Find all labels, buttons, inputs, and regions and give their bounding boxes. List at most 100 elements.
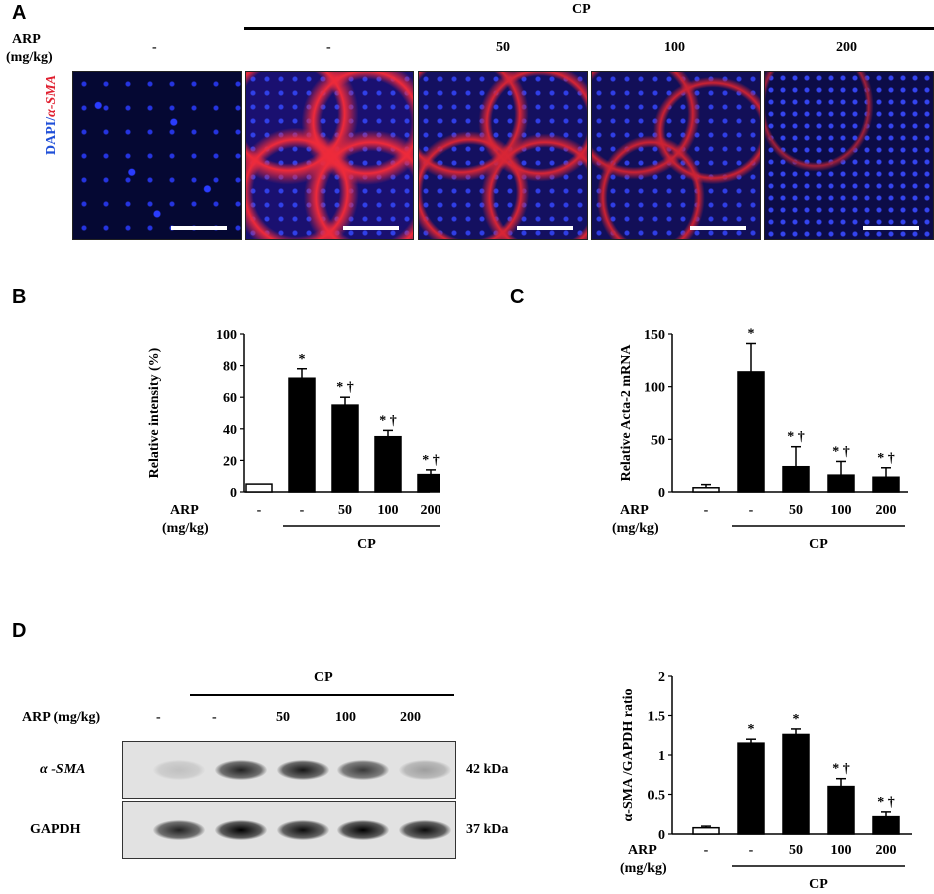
micrograph-control <box>72 71 242 240</box>
x-tick-label: 100 <box>831 503 852 518</box>
arp-label: ARP <box>170 503 199 518</box>
chart-b: 0 20 40 60 80 100 Relative intensity (%) - * - * †… <box>147 328 441 552</box>
y-axis-label: Relative intensity (%) <box>147 347 162 478</box>
chart-d: 0 0.5 1 1.5 2 α-SMA /GAPDH ratio - * - * 50 * † 100 *… <box>620 670 912 892</box>
micrograph-cp <box>245 71 414 240</box>
western-blot-asma <box>122 741 456 799</box>
scale-bar <box>343 226 399 230</box>
bar <box>417 473 440 493</box>
y-tick-label: 150 <box>644 328 665 343</box>
x-tick-label: 100 <box>378 503 399 518</box>
x-tick-label: - <box>749 843 754 858</box>
chart-c: 0 50 100 150 Relative Acta-2 mRNA - * - * † 50 * †… <box>612 326 908 552</box>
stain-label: DAPI/α-SMA <box>44 75 60 155</box>
blot-row-label-gapdh: GAPDH <box>30 822 81 837</box>
blot-kda-gapdh: 37 kDa <box>466 822 509 837</box>
significance-marker: * † <box>877 795 895 810</box>
panel-a-dose-2: - <box>326 40 331 55</box>
arp-label: ARP <box>620 503 649 518</box>
x-tick-label: 200 <box>421 503 441 518</box>
panel-a-dose-3: 50 <box>496 40 510 55</box>
scale-bar <box>171 226 227 230</box>
stain-label-dapi: DAPI/ <box>44 116 59 155</box>
panel-a-cp-label: CP <box>572 2 591 17</box>
significance-marker: * † <box>336 380 354 395</box>
blot-band-gapdh <box>399 820 451 840</box>
panel-a-arp-label: ARP <box>12 32 41 47</box>
micrograph-arp-100 <box>591 71 761 240</box>
x-tick-label: - <box>749 503 754 518</box>
y-tick-label: 40 <box>223 423 237 438</box>
bar <box>692 487 720 493</box>
x-tick-label: 50 <box>789 503 803 518</box>
significance-marker: * <box>748 326 755 341</box>
bar <box>737 371 765 493</box>
y-axis-label: Relative Acta-2 mRNA <box>619 344 634 482</box>
significance-marker: * <box>299 352 306 367</box>
panel-d-letter: D <box>12 620 27 642</box>
y-axis-label: α-SMA /GAPDH ratio <box>621 688 636 821</box>
y-tick-label: 20 <box>223 454 237 469</box>
bar <box>692 826 720 835</box>
panel-a-dose-5: 200 <box>836 40 857 55</box>
arp-unit-label: (mg/kg) <box>620 861 667 876</box>
blot-dose-4: 100 <box>335 710 356 725</box>
bar <box>827 785 855 835</box>
blot-dose-5: 200 <box>400 710 421 725</box>
x-tick-label: - <box>704 503 709 518</box>
micrograph-arp-200 <box>764 71 934 240</box>
x-tick-label: 50 <box>789 843 803 858</box>
blot-kda-asma: 42 kDa <box>466 762 509 777</box>
y-tick-label: 1.5 <box>648 710 666 725</box>
x-tick-label: 100 <box>831 843 852 858</box>
arp-label: ARP <box>628 843 657 858</box>
cp-group-label: CP <box>809 537 828 552</box>
y-tick-label: 0 <box>230 486 237 501</box>
blot-band-gapdh <box>277 820 329 840</box>
significance-marker: * † <box>832 444 850 459</box>
panel-d-cp-label: CP <box>314 670 333 685</box>
bar <box>288 377 316 493</box>
x-tick-label: 200 <box>876 503 897 518</box>
significance-marker: * † <box>787 430 805 445</box>
x-tick-label: - <box>704 843 709 858</box>
blot-dose-2: - <box>212 710 217 725</box>
panel-a-arp-unit: (mg/kg) <box>6 50 53 65</box>
panel-a-dose-4: 100 <box>664 40 685 55</box>
bar <box>374 435 402 493</box>
arp-unit-label: (mg/kg) <box>612 521 659 536</box>
blot-dose-3: 50 <box>276 710 290 725</box>
blot-row-label-asma: α -SMA <box>40 762 86 777</box>
y-tick-label: 0 <box>658 486 665 501</box>
significance-marker: * <box>793 712 800 727</box>
cp-group-label: CP <box>357 537 376 552</box>
blot-band-gapdh <box>153 820 205 840</box>
y-tick-label: 0.5 <box>648 789 666 804</box>
x-tick-label: 200 <box>876 843 897 858</box>
panel-a-dose-1: - <box>152 40 157 55</box>
blot-band-asma <box>277 760 329 780</box>
bar <box>782 465 810 493</box>
blot-band-gapdh <box>337 820 389 840</box>
bar <box>872 476 900 493</box>
bar <box>872 815 900 835</box>
stain-label-asma: α-SMA <box>44 74 59 117</box>
bar <box>331 404 359 493</box>
panel-d-arp-label: ARP (mg/kg) <box>22 710 101 725</box>
x-tick-label: 50 <box>338 503 352 518</box>
blot-band-gapdh <box>215 820 267 840</box>
significance-marker: * † <box>877 451 895 466</box>
panel-b-letter: B <box>12 286 27 308</box>
bar <box>827 474 855 493</box>
y-tick-label: 1 <box>658 749 665 764</box>
scale-bar <box>690 226 746 230</box>
micrograph-arp-50 <box>418 71 588 240</box>
bar <box>245 483 273 493</box>
panel-a-letter: A <box>12 2 27 24</box>
cp-group-label: CP <box>809 877 828 892</box>
bar <box>782 733 810 835</box>
y-tick-label: 50 <box>651 433 665 448</box>
significance-marker: * † <box>832 762 850 777</box>
blot-band-asma <box>215 760 267 780</box>
panel-d-cp-line <box>190 694 454 696</box>
